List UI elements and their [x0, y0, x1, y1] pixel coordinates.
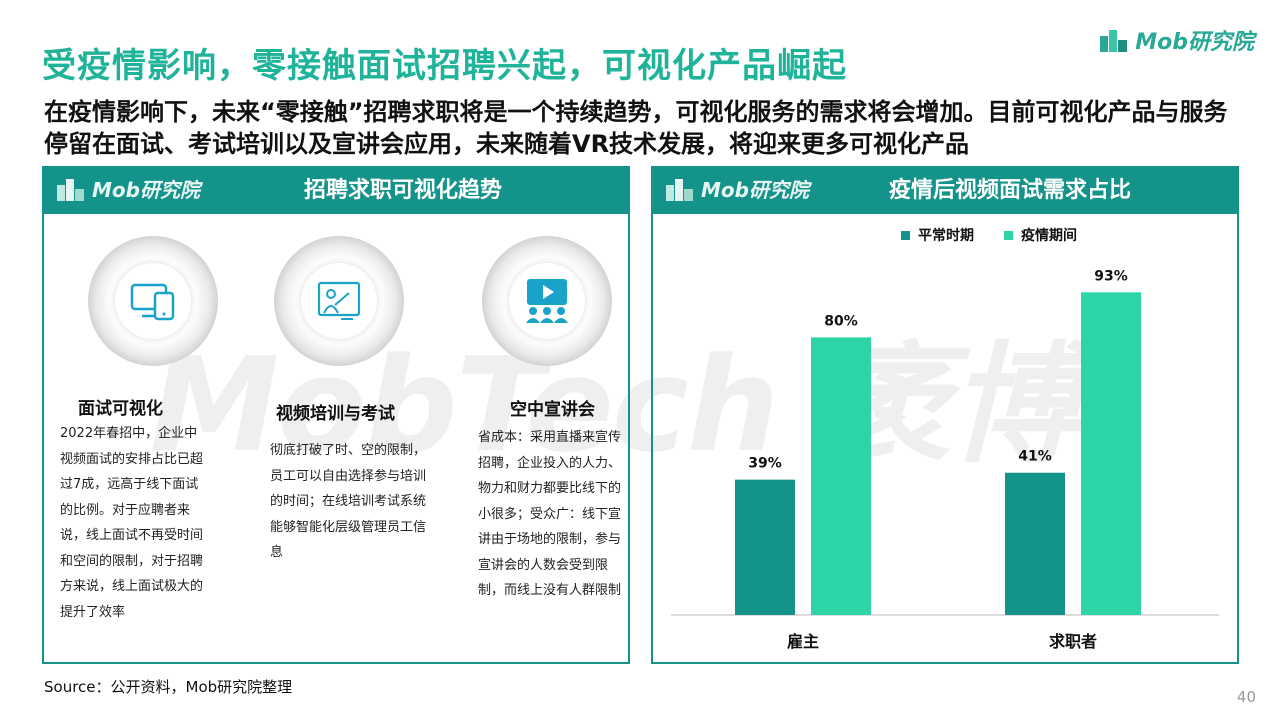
panel-logo: Mob研究院 — [665, 174, 809, 203]
mob-logo-icon — [57, 178, 84, 201]
feature-livestream — [482, 236, 622, 376]
data-label: 41% — [1018, 449, 1052, 465]
page-number: 40 — [1236, 688, 1256, 706]
trend-panel-title: 招聘求职可视化趋势 — [304, 178, 503, 203]
chart-panel: Mob研究院 疫情后视频面试需求占比 平常时期 疫情期间 39% 80% 雇主 41%… — [651, 166, 1239, 664]
feature-desc: 2022年春招中，企业中视频面试的安排占比已超过7成，远高于线下面试的比例。对于… — [60, 426, 204, 620]
logo-text: Mob研究院 — [1135, 30, 1254, 55]
panel-logo-text: Mob研究院 — [92, 178, 200, 202]
page-title: 受疫情影响，零接触面试招聘兴起，可视化产品崛起 — [42, 46, 847, 86]
trend-panel-header: Mob研究院 招聘求职可视化趋势 — [44, 168, 628, 214]
category-label: 求职者 — [1049, 632, 1097, 651]
bar-normal-1 — [1005, 472, 1065, 615]
trend-panel: Mob研究院 招聘求职可视化趋势 面试可视化 2022年春招中，企业中视频面试的… — [42, 166, 630, 664]
legend-item: 平常时期 — [901, 225, 974, 245]
data-label: 80% — [824, 313, 858, 329]
page-subtitle: 在疫情影响下，未来“零接触”招聘求职将是一个持续趋势，可视化服务的需求将会增加。… — [44, 98, 1228, 158]
feature-icon-wrap — [115, 263, 191, 339]
bar-chart: 39% 80% 雇主 41% 93% 求职者 — [671, 268, 1219, 651]
feature-icon-wrap — [301, 263, 377, 339]
data-label: 93% — [1094, 268, 1128, 284]
feature-icon-wrap — [509, 263, 585, 339]
legend-swatch — [901, 230, 910, 240]
source-note: Source：公开资料，Mob研究院整理 — [44, 678, 293, 696]
category-label: 雇主 — [787, 632, 819, 651]
bar-pandemic-1 — [1081, 292, 1141, 615]
panel-logo-text: Mob研究院 — [701, 178, 809, 202]
mob-logo-icon — [666, 178, 693, 201]
bar-pandemic-0 — [811, 337, 871, 615]
legend-item: 疫情期间 — [1004, 225, 1077, 245]
feature-title: 空中宣讲会 — [510, 400, 595, 420]
feature-desc: 彻底打破了时、空的限制，员工可以自由选择参与培训的时间；在线培训考试系统能够智能… — [270, 443, 427, 560]
devices-icon — [130, 283, 175, 321]
presentation-icon — [317, 281, 361, 320]
chart-title: 疫情后视频面试需求占比 — [889, 178, 1132, 203]
audience-video-icon — [526, 279, 568, 323]
panel-logo: Mob研究院 — [56, 174, 200, 203]
feature-training — [274, 236, 414, 376]
feature-desc: 省成本：采用直播来宣传招聘，企业投入的人力、物力和财力都要比线下的小很多；受众广… — [478, 430, 622, 598]
mob-logo-icon — [1100, 30, 1128, 52]
legend-swatch — [1004, 230, 1013, 240]
feature-interview — [88, 236, 228, 376]
chart-panel-header: Mob研究院 疫情后视频面试需求占比 — [653, 168, 1237, 214]
legend-label: 疫情期间 — [1021, 228, 1077, 244]
legend-label: 平常时期 — [918, 228, 974, 244]
chart-legend: 平常时期 疫情期间 — [901, 225, 1077, 245]
brand-logo: Mob研究院 — [1099, 20, 1254, 60]
feature-title: 面试可视化 — [78, 399, 163, 419]
data-label: 39% — [748, 456, 782, 472]
bar-normal-0 — [735, 479, 795, 615]
feature-title: 视频培训与考试 — [276, 404, 395, 424]
